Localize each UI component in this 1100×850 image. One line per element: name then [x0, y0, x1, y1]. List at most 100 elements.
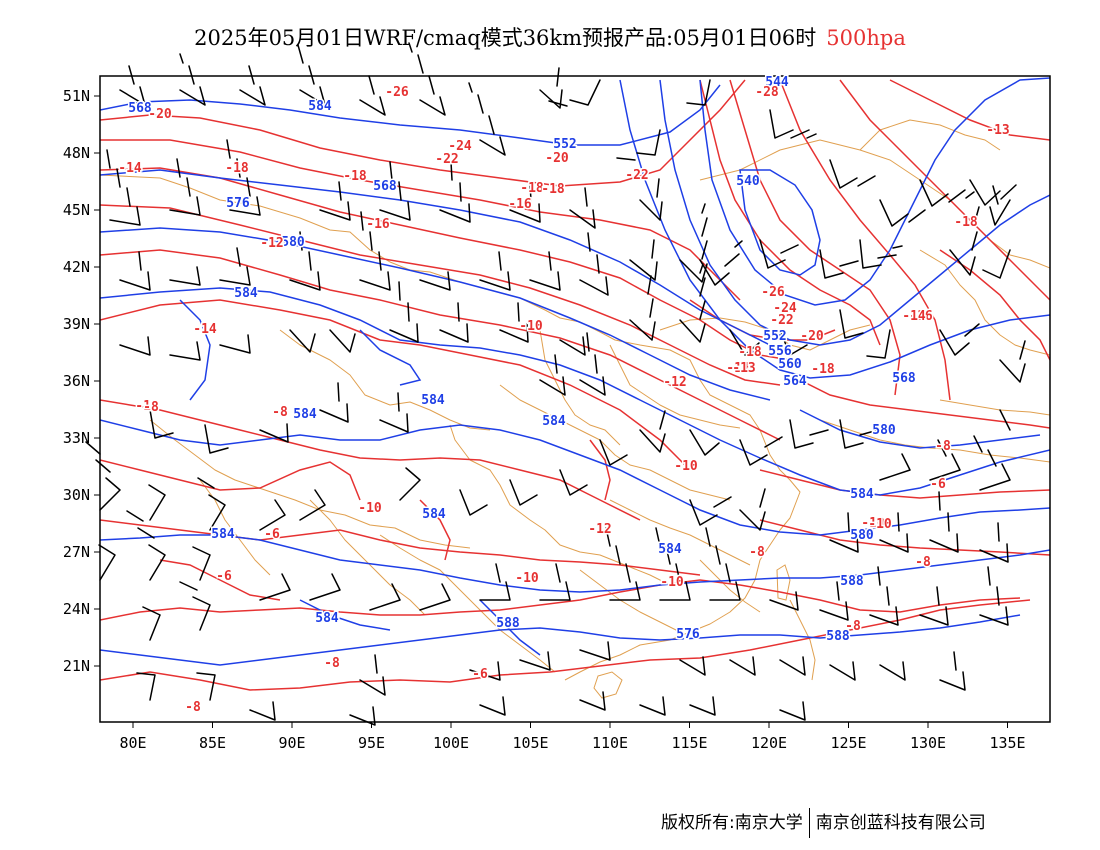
- temperature-contour-label: -6: [216, 569, 232, 584]
- temperature-contour-label: -14: [118, 161, 142, 176]
- taiwan-outline: [776, 564, 791, 601]
- lon-tick-label: 105E: [512, 734, 548, 752]
- province-borders: [100, 119, 1050, 681]
- lon-tick-label: 120E: [751, 734, 787, 752]
- lat-tick-label: 36N: [63, 372, 90, 390]
- lon-tick-label: 80E: [119, 734, 146, 752]
- lat-tick-label: 45N: [63, 201, 90, 219]
- temperature-contour-label: -24: [448, 139, 472, 154]
- temperature-contour-label: -18: [343, 169, 367, 184]
- temperature-contour-label: -8: [272, 405, 288, 420]
- temperature-contour-label: -22: [435, 152, 458, 167]
- temperature-contour-label: -12: [663, 375, 686, 390]
- height-contour-label: 552: [763, 329, 786, 344]
- temperature-contour-label: -26: [761, 285, 785, 300]
- temperature-contour-label: -28: [755, 85, 779, 100]
- temperature-contour-label: -10: [660, 575, 684, 590]
- temperature-contour-labels: -20-26-24-22 -20-18-16-14 -18-18-16-12-14-…: [117, 84, 1011, 717]
- height-contour-label: 584: [308, 99, 332, 114]
- temperature-contour-label: -26: [385, 85, 409, 100]
- temperature-contour-label: -10: [358, 501, 382, 516]
- temperature-contour-label: -10: [519, 319, 543, 334]
- temperature-contour-label: -8: [845, 619, 861, 634]
- lon-tick-label: 100E: [433, 734, 469, 752]
- height-contour-label: 580: [281, 235, 305, 250]
- height-contour-label: 568: [128, 101, 152, 116]
- height-contour-label: 584: [658, 542, 682, 557]
- temperature-contour-label: -18: [541, 182, 565, 197]
- height-contour-label: 568: [892, 371, 916, 386]
- latitude-axis: 51N 48N 45N 42N 39N 36N 33N 30N 27N 24N 21N: [63, 87, 100, 675]
- temperature-contour-label: -8: [935, 439, 951, 454]
- height-contour-label: 580: [850, 528, 874, 543]
- height-contour-label: 584: [421, 393, 445, 408]
- temperature-contour-label: -20: [545, 151, 569, 166]
- height-contour-label: 560: [778, 357, 802, 372]
- height-contours: [100, 77, 1050, 666]
- hainan-outline: [593, 671, 623, 699]
- temperature-contour-label: -6: [930, 477, 946, 492]
- plot-frame: [99, 75, 1051, 723]
- temperature-contour-label: -18: [738, 345, 762, 360]
- temperature-contour-label: -13: [732, 361, 755, 376]
- temperature-contour-label: -8: [915, 555, 931, 570]
- temperature-contour-label: -10: [868, 517, 892, 532]
- temperature-contour-label: -18: [225, 161, 249, 176]
- temperature-contour-label: -22: [625, 168, 648, 183]
- temperature-contour-label: -18: [811, 362, 835, 377]
- height-contour-label: 584: [542, 414, 566, 429]
- height-contour-label: 568: [373, 179, 397, 194]
- temperature-contour-label: -12: [588, 522, 611, 537]
- lon-tick-label: 130E: [910, 734, 946, 752]
- lat-tick-label: 48N: [63, 144, 90, 162]
- lon-tick-label: 135E: [989, 734, 1025, 752]
- pressure-level-label: 500hpa: [826, 26, 906, 50]
- height-contour-label: 576: [226, 196, 250, 211]
- temperature-contours: [100, 79, 1050, 691]
- height-contour-label: 576: [676, 627, 700, 642]
- temperature-contour-label: -10: [515, 571, 539, 586]
- lon-tick-label: 110E: [592, 734, 628, 752]
- lat-tick-label: 21N: [63, 657, 90, 675]
- temperature-contour-label: -6: [472, 667, 488, 682]
- temperature-contour-label: -8: [143, 400, 159, 415]
- temperature-contour-label: -10: [135, 399, 159, 414]
- height-contour-label: 588: [840, 574, 864, 589]
- height-contour-label: 588: [496, 616, 520, 631]
- lat-tick-label: 33N: [63, 429, 90, 447]
- lat-tick-label: 24N: [63, 600, 90, 618]
- temperature-contour-label: -18: [520, 181, 544, 196]
- temperature-contour-label: -16: [909, 309, 933, 324]
- longitude-axis: 80E 85E 90E 95E 100E 105E 110E 115E 120E 125E 130E…: [119, 722, 1026, 752]
- wind-barbs: [85, 42, 1026, 726]
- lat-tick-label: 27N: [63, 543, 90, 561]
- temperature-contour-label: -8: [185, 700, 201, 715]
- lon-tick-label: 90E: [278, 734, 305, 752]
- lon-tick-label: 125E: [830, 734, 866, 752]
- temperature-contour-label: -10: [674, 459, 698, 474]
- height-contour-label: 580: [872, 423, 896, 438]
- lat-tick-label: 42N: [63, 258, 90, 276]
- temperature-contour-label: -18: [954, 215, 978, 230]
- temperature-contour-label: -10: [861, 516, 885, 531]
- temperature-contour-label: -24: [773, 301, 797, 316]
- lat-tick-label: 30N: [63, 486, 90, 504]
- temperature-contour-label: -20: [800, 329, 824, 344]
- height-contour-label: 584: [211, 527, 235, 542]
- temperature-contour-label: -22: [770, 313, 793, 328]
- height-contour-label: 584: [293, 407, 317, 422]
- height-contour-label: 584: [315, 611, 339, 626]
- temperature-contour-label: -13: [986, 123, 1009, 138]
- height-contour-label: 552: [553, 137, 576, 152]
- lat-tick-label: 51N: [63, 87, 90, 105]
- temperature-contour-label: -14: [193, 322, 217, 337]
- footer: 版权所有:南京大学 南京创蓝科技有限公司: [661, 808, 986, 838]
- temperature-contour-label: -8: [749, 545, 765, 560]
- temperature-contour-label: -14: [902, 309, 926, 324]
- lon-tick-label: 115E: [671, 734, 707, 752]
- lon-tick-label: 85E: [199, 734, 226, 752]
- company-name: 南京创蓝科技有限公司: [815, 813, 986, 833]
- temperature-contour-label: -20: [148, 107, 172, 122]
